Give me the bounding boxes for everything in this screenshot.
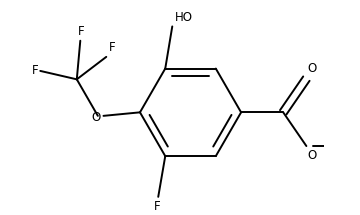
Text: O: O [307, 62, 316, 75]
Text: F: F [78, 25, 84, 38]
Text: O: O [308, 149, 317, 162]
Text: O: O [91, 111, 101, 124]
Text: F: F [153, 200, 160, 213]
Text: HO: HO [175, 11, 193, 24]
Text: F: F [108, 41, 115, 54]
Text: F: F [32, 64, 38, 77]
